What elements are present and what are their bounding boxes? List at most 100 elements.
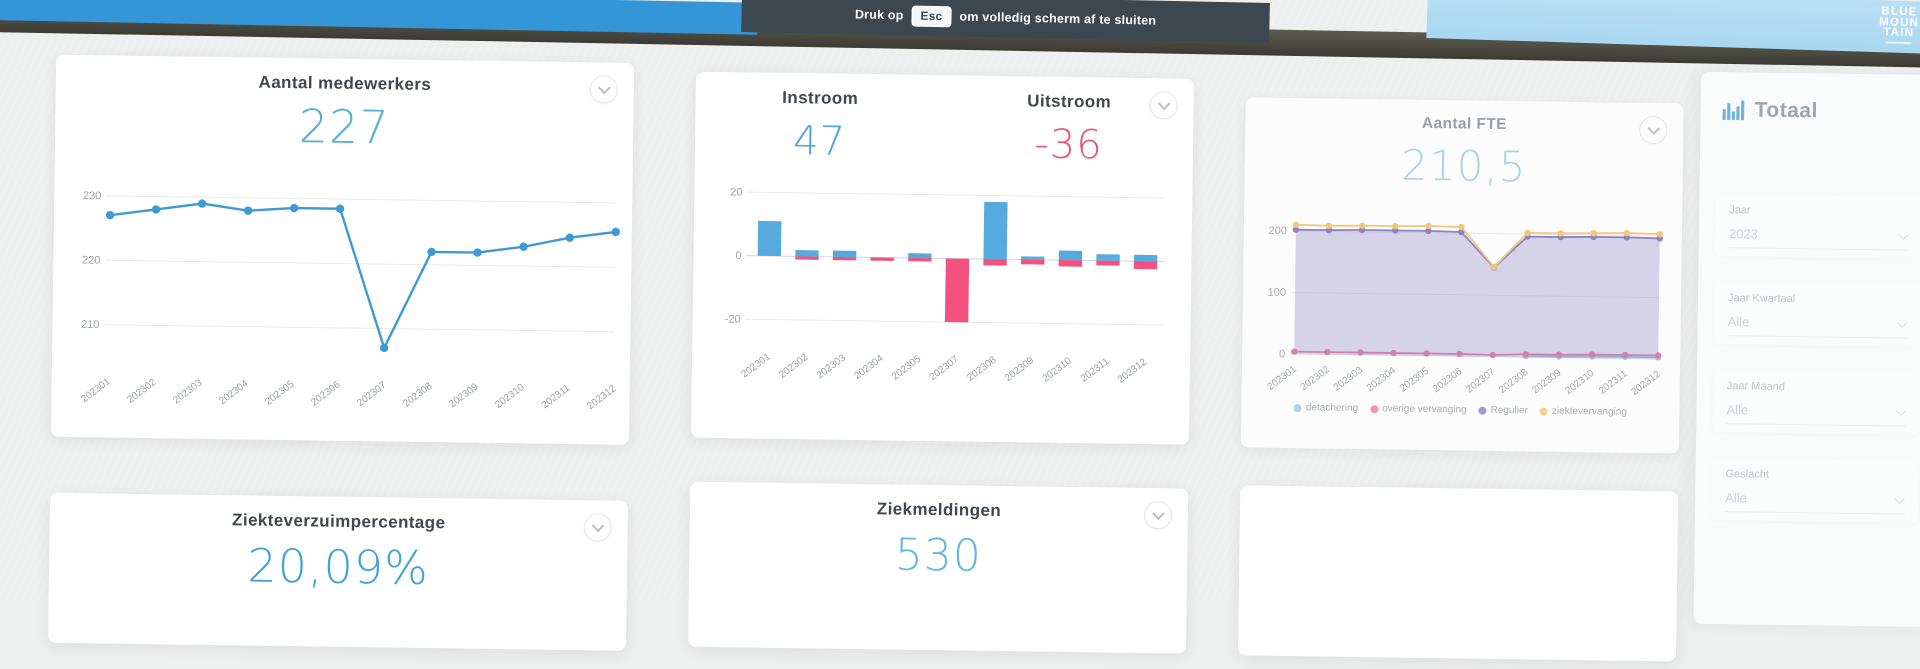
collapse-button[interactable]: [1143, 501, 1173, 530]
filter-value: 2023: [1728, 226, 1758, 242]
svg-text:202303: 202303: [815, 352, 849, 381]
card-title: Ziekteverzuimpercentage: [231, 510, 446, 533]
card-title: Aantal medewerkers: [258, 72, 432, 95]
svg-text:202309: 202309: [447, 381, 481, 410]
legend-dot: [1478, 406, 1487, 415]
svg-text:202303: 202303: [1332, 364, 1366, 393]
chevron-down-icon: [1897, 318, 1908, 329]
svg-text:202310: 202310: [1563, 368, 1597, 397]
card-ziekmeldingen: Ziekmeldingen 530: [688, 481, 1189, 654]
filter-value: Alle: [1726, 402, 1749, 418]
legend-dot: [1293, 403, 1302, 412]
svg-text:20: 20: [730, 186, 742, 198]
card-aantal-fte: Aantal FTE 210,5 0 100 200 202301 202302 2023…: [1240, 97, 1684, 454]
svg-text:210: 210: [81, 319, 100, 331]
filter-value: Alle: [1725, 490, 1748, 506]
bar-chart-icon: [1722, 100, 1745, 121]
filter-value: Alle: [1727, 314, 1750, 330]
svg-text:202308: 202308: [1497, 367, 1531, 396]
kpi-value: 47: [792, 118, 847, 165]
kpi-value: 20,09%: [247, 538, 430, 596]
svg-text:0: 0: [735, 250, 741, 262]
chevron-down-icon: [1647, 122, 1660, 135]
kpi-value: 530: [894, 529, 983, 582]
panel-title: Totaal: [1754, 98, 1819, 123]
filter-dropdown-jaar[interactable]: 2023: [1728, 220, 1910, 251]
svg-text:202304: 202304: [852, 353, 886, 382]
svg-text:-20: -20: [725, 313, 741, 325]
legend-item: ziektevervanging: [1539, 405, 1628, 418]
svg-text:202302: 202302: [777, 352, 811, 381]
collapse-button[interactable]: [1639, 115, 1668, 145]
svg-text:202305: 202305: [1398, 365, 1432, 394]
legend-label: overige vervanging: [1382, 403, 1467, 416]
svg-text:100: 100: [1268, 287, 1287, 299]
filter-jaar-maand: Jaar Maand Alle: [1712, 369, 1920, 435]
kpi-value: 227: [298, 99, 391, 155]
filter-geslacht: Geslacht Alle: [1710, 457, 1920, 523]
filter-label: Jaar: [1729, 204, 1751, 217]
svg-text:202302: 202302: [1299, 364, 1333, 393]
card-aantal-medewerkers: Aantal medewerkers 227 210 220 230 202301 20…: [50, 54, 635, 445]
svg-text:202312: 202312: [1116, 356, 1150, 385]
svg-text:202304: 202304: [1365, 365, 1399, 394]
filter-dropdown-jaar-kwartaal[interactable]: Alle: [1727, 308, 1908, 339]
svg-text:0: 0: [1279, 348, 1285, 360]
filter-label: Jaar Kwartaal: [1727, 292, 1796, 306]
svg-text:202301: 202301: [79, 376, 113, 405]
svg-text:202305: 202305: [890, 353, 924, 382]
card-title: Instroom: [782, 87, 859, 108]
svg-text:202302: 202302: [125, 377, 159, 406]
legend-label: detachering: [1305, 402, 1359, 415]
filter-label: Jaar Maand: [1726, 380, 1785, 393]
legend-label: Regulier: [1490, 404, 1528, 417]
svg-text:202307: 202307: [355, 380, 389, 409]
svg-text:202308: 202308: [401, 380, 435, 409]
chevron-down-icon: [1895, 406, 1906, 417]
legend-item: overige vervanging: [1370, 403, 1467, 416]
chevron-down-icon: [1898, 230, 1909, 241]
legend-item: detachering: [1293, 402, 1359, 415]
filter-label: Geslacht: [1725, 468, 1770, 481]
chevron-down-icon: [1894, 494, 1905, 505]
filter-dropdown-geslacht[interactable]: Alle: [1725, 484, 1906, 515]
svg-text:202310: 202310: [1041, 355, 1075, 384]
collapse-button[interactable]: [589, 75, 619, 104]
chevron-down-icon: [1157, 97, 1171, 111]
svg-text:202310: 202310: [493, 382, 527, 411]
collapse-button[interactable]: [583, 513, 612, 542]
filter-panel-totaal: Totaal Jaar 2023 Jaar Kwartaal Alle Jaar…: [1693, 71, 1920, 628]
legend-label: ziektevervanging: [1551, 405, 1628, 418]
svg-text:202301: 202301: [1266, 364, 1300, 393]
svg-text:220: 220: [82, 254, 101, 266]
legend-item: Regulier: [1478, 404, 1528, 417]
card-title: Ziekmeldingen: [876, 499, 1002, 521]
legend-dot: [1370, 404, 1379, 413]
svg-text:200: 200: [1268, 225, 1287, 237]
svg-text:202307: 202307: [928, 354, 962, 383]
svg-text:230: 230: [83, 190, 102, 202]
kpi-value: -36: [1034, 121, 1104, 169]
svg-text:202304: 202304: [217, 378, 251, 407]
svg-text:202301: 202301: [739, 351, 773, 380]
svg-text:202309: 202309: [1003, 355, 1037, 384]
svg-text:202312: 202312: [585, 383, 619, 412]
chevron-down-icon: [597, 81, 611, 95]
filter-dropdown-jaar-maand[interactable]: Alle: [1726, 396, 1907, 427]
chevron-down-icon: [591, 519, 605, 533]
filter-jaar: Jaar 2023: [1714, 193, 1920, 259]
svg-text:202306: 202306: [1431, 366, 1465, 395]
card-title: Aantal FTE: [1421, 114, 1507, 134]
svg-text:202311: 202311: [1597, 368, 1630, 397]
card-ziekteverzuimpercentage: Ziekteverzuimpercentage 20,09%: [48, 492, 629, 651]
svg-text:202311: 202311: [1079, 356, 1112, 385]
svg-text:202311: 202311: [540, 382, 573, 411]
card-empty: [1237, 485, 1679, 662]
svg-text:202303: 202303: [171, 377, 205, 406]
line-chart-medewerkers: 210 220 230 202301 202302 202303 202304 202305 2…: [79, 190, 621, 412]
svg-text:202308: 202308: [965, 354, 999, 383]
chevron-down-icon: [1151, 507, 1165, 521]
card-instroom-uitstroom: Instroom 47 Uitstroom -36 -20 0 20 202301 20…: [690, 71, 1195, 445]
